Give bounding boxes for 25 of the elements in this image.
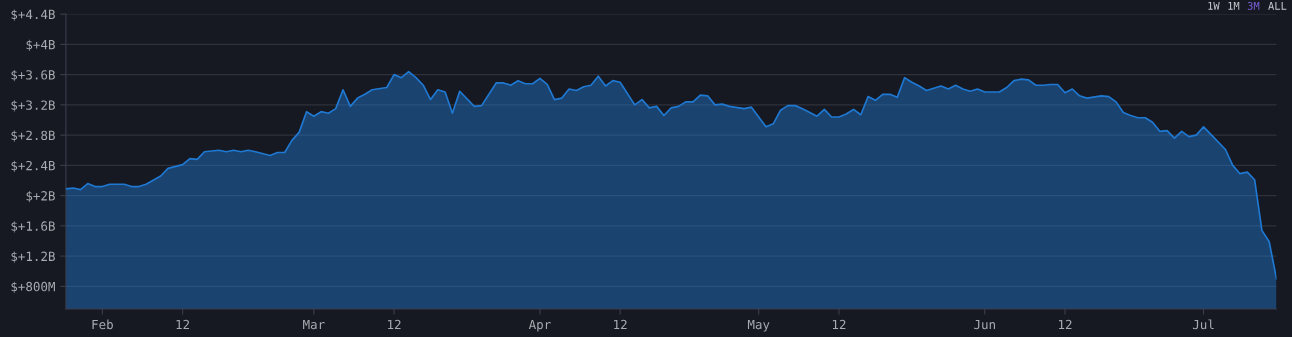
y-tick-label: $+4.4B: [11, 9, 55, 21]
text: ALL: [1268, 2, 1287, 10]
x-tick-label: Jun: [974, 319, 995, 330]
x-tick-label: Feb: [92, 319, 113, 330]
x-tick-label: 12: [614, 319, 627, 330]
x-tick-label: 12: [1058, 319, 1072, 330]
y-tick-label: $+4B: [26, 39, 55, 52]
x-tick-label: 12: [832, 319, 846, 330]
x-tick-label: Mar: [303, 319, 325, 330]
y-tick-label: $+3.6B: [11, 69, 55, 82]
x-tick-label: 12: [176, 319, 190, 330]
y-tick-label: $+2.4B: [11, 160, 55, 172]
x-tick-label: Apr: [528, 319, 551, 332]
y-tick-label: $+2.8B: [11, 130, 55, 142]
text: 3M: [1247, 1, 1260, 10]
x-tick-label: 12: [388, 319, 401, 330]
y-tick-label: $+1.2B: [11, 251, 55, 263]
text: 1M: [1228, 2, 1240, 10]
y-tick-label: $+2B: [26, 190, 55, 203]
y-tick-label: $+3.2B: [11, 100, 55, 112]
x-tick-label: Jul: [1192, 319, 1214, 330]
x-tick-label: May: [747, 319, 770, 332]
y-tick-label: $+1.6B: [11, 221, 55, 233]
text: 1W: [1208, 2, 1220, 10]
y-tick-label: $+800M: [11, 281, 55, 293]
